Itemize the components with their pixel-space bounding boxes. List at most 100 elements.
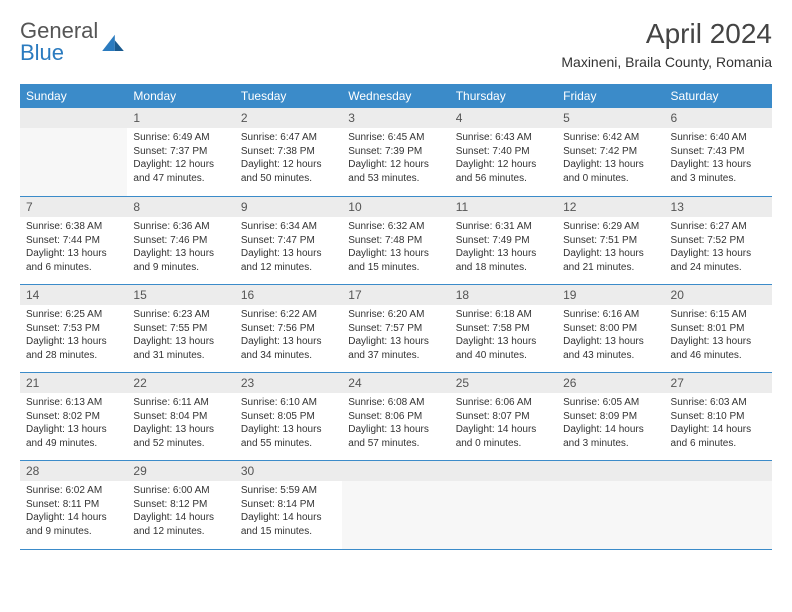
weekday-header: Wednesday [342, 84, 449, 108]
location: Maxineni, Braila County, Romania [561, 54, 772, 70]
day-number: 9 [235, 197, 342, 217]
day-number: 26 [557, 373, 664, 393]
day-data: Sunrise: 6:20 AMSunset: 7:57 PMDaylight:… [342, 305, 449, 368]
logo-triangle-icon [102, 33, 124, 51]
calendar-day-cell: 14Sunrise: 6:25 AMSunset: 7:53 PMDayligh… [20, 285, 127, 373]
calendar-day-cell [665, 461, 772, 550]
day-data: Sunrise: 6:08 AMSunset: 8:06 PMDaylight:… [342, 393, 449, 456]
calendar-day-cell: 9Sunrise: 6:34 AMSunset: 7:47 PMDaylight… [235, 197, 342, 285]
day-number: 15 [127, 285, 234, 305]
day-number: 22 [127, 373, 234, 393]
day-number-empty [557, 461, 664, 481]
calendar-day-cell: 19Sunrise: 6:16 AMSunset: 8:00 PMDayligh… [557, 285, 664, 373]
day-data: Sunrise: 6:31 AMSunset: 7:49 PMDaylight:… [450, 217, 557, 280]
weekday-header: Thursday [450, 84, 557, 108]
day-data-empty [450, 481, 557, 549]
calendar-day-cell: 30Sunrise: 5:59 AMSunset: 8:14 PMDayligh… [235, 461, 342, 550]
day-data: Sunrise: 6:42 AMSunset: 7:42 PMDaylight:… [557, 128, 664, 191]
calendar-day-cell: 15Sunrise: 6:23 AMSunset: 7:55 PMDayligh… [127, 285, 234, 373]
calendar-day-cell: 2Sunrise: 6:47 AMSunset: 7:38 PMDaylight… [235, 108, 342, 197]
day-data-empty [342, 481, 449, 549]
day-data: Sunrise: 6:05 AMSunset: 8:09 PMDaylight:… [557, 393, 664, 456]
calendar-day-cell: 4Sunrise: 6:43 AMSunset: 7:40 PMDaylight… [450, 108, 557, 197]
weekday-header: Friday [557, 84, 664, 108]
day-data: Sunrise: 6:18 AMSunset: 7:58 PMDaylight:… [450, 305, 557, 368]
day-number: 12 [557, 197, 664, 217]
day-data: Sunrise: 6:34 AMSunset: 7:47 PMDaylight:… [235, 217, 342, 280]
calendar-day-cell: 25Sunrise: 6:06 AMSunset: 8:07 PMDayligh… [450, 373, 557, 461]
day-number: 19 [557, 285, 664, 305]
calendar-week-row: 7Sunrise: 6:38 AMSunset: 7:44 PMDaylight… [20, 197, 772, 285]
day-number: 4 [450, 108, 557, 128]
day-number-empty [665, 461, 772, 481]
calendar-day-cell: 3Sunrise: 6:45 AMSunset: 7:39 PMDaylight… [342, 108, 449, 197]
day-data-empty [665, 481, 772, 549]
day-data-empty [557, 481, 664, 549]
month-title: April 2024 [561, 18, 772, 50]
weekday-header-row: SundayMondayTuesdayWednesdayThursdayFrid… [20, 84, 772, 108]
calendar-day-cell: 28Sunrise: 6:02 AMSunset: 8:11 PMDayligh… [20, 461, 127, 550]
day-number: 14 [20, 285, 127, 305]
day-data: Sunrise: 6:29 AMSunset: 7:51 PMDaylight:… [557, 217, 664, 280]
calendar-week-row: 1Sunrise: 6:49 AMSunset: 7:37 PMDaylight… [20, 108, 772, 197]
calendar-day-cell: 16Sunrise: 6:22 AMSunset: 7:56 PMDayligh… [235, 285, 342, 373]
day-data: Sunrise: 6:11 AMSunset: 8:04 PMDaylight:… [127, 393, 234, 456]
day-data: Sunrise: 6:00 AMSunset: 8:12 PMDaylight:… [127, 481, 234, 544]
title-block: April 2024 Maxineni, Braila County, Roma… [561, 18, 772, 70]
day-number: 2 [235, 108, 342, 128]
day-number: 24 [342, 373, 449, 393]
day-number: 20 [665, 285, 772, 305]
day-number: 13 [665, 197, 772, 217]
calendar-day-cell: 24Sunrise: 6:08 AMSunset: 8:06 PMDayligh… [342, 373, 449, 461]
calendar-day-cell: 12Sunrise: 6:29 AMSunset: 7:51 PMDayligh… [557, 197, 664, 285]
day-number: 6 [665, 108, 772, 128]
day-data: Sunrise: 6:10 AMSunset: 8:05 PMDaylight:… [235, 393, 342, 456]
calendar-day-cell: 29Sunrise: 6:00 AMSunset: 8:12 PMDayligh… [127, 461, 234, 550]
day-number-empty [20, 108, 127, 128]
weekday-header: Tuesday [235, 84, 342, 108]
calendar-day-cell: 27Sunrise: 6:03 AMSunset: 8:10 PMDayligh… [665, 373, 772, 461]
calendar-day-cell [557, 461, 664, 550]
day-number: 29 [127, 461, 234, 481]
calendar-body: 1Sunrise: 6:49 AMSunset: 7:37 PMDaylight… [20, 108, 772, 550]
calendar-week-row: 21Sunrise: 6:13 AMSunset: 8:02 PMDayligh… [20, 373, 772, 461]
day-data: Sunrise: 6:36 AMSunset: 7:46 PMDaylight:… [127, 217, 234, 280]
calendar-day-cell: 18Sunrise: 6:18 AMSunset: 7:58 PMDayligh… [450, 285, 557, 373]
day-data: Sunrise: 5:59 AMSunset: 8:14 PMDaylight:… [235, 481, 342, 544]
day-data: Sunrise: 6:43 AMSunset: 7:40 PMDaylight:… [450, 128, 557, 191]
day-data: Sunrise: 6:45 AMSunset: 7:39 PMDaylight:… [342, 128, 449, 191]
day-data: Sunrise: 6:47 AMSunset: 7:38 PMDaylight:… [235, 128, 342, 191]
day-number: 27 [665, 373, 772, 393]
day-data: Sunrise: 6:25 AMSunset: 7:53 PMDaylight:… [20, 305, 127, 368]
day-number: 11 [450, 197, 557, 217]
header: General Blue April 2024 Maxineni, Braila… [20, 18, 772, 70]
calendar-day-cell: 20Sunrise: 6:15 AMSunset: 8:01 PMDayligh… [665, 285, 772, 373]
calendar-day-cell: 22Sunrise: 6:11 AMSunset: 8:04 PMDayligh… [127, 373, 234, 461]
calendar-day-cell: 6Sunrise: 6:40 AMSunset: 7:43 PMDaylight… [665, 108, 772, 197]
day-number: 28 [20, 461, 127, 481]
calendar-week-row: 28Sunrise: 6:02 AMSunset: 8:11 PMDayligh… [20, 461, 772, 550]
day-number: 17 [342, 285, 449, 305]
calendar-day-cell: 8Sunrise: 6:36 AMSunset: 7:46 PMDaylight… [127, 197, 234, 285]
weekday-header: Sunday [20, 84, 127, 108]
day-number-empty [450, 461, 557, 481]
day-data: Sunrise: 6:49 AMSunset: 7:37 PMDaylight:… [127, 128, 234, 191]
day-number: 18 [450, 285, 557, 305]
day-data: Sunrise: 6:16 AMSunset: 8:00 PMDaylight:… [557, 305, 664, 368]
day-data: Sunrise: 6:38 AMSunset: 7:44 PMDaylight:… [20, 217, 127, 280]
calendar-day-cell: 17Sunrise: 6:20 AMSunset: 7:57 PMDayligh… [342, 285, 449, 373]
day-number: 1 [127, 108, 234, 128]
day-data: Sunrise: 6:27 AMSunset: 7:52 PMDaylight:… [665, 217, 772, 280]
calendar-day-cell: 13Sunrise: 6:27 AMSunset: 7:52 PMDayligh… [665, 197, 772, 285]
calendar-table: SundayMondayTuesdayWednesdayThursdayFrid… [20, 84, 772, 550]
day-data: Sunrise: 6:32 AMSunset: 7:48 PMDaylight:… [342, 217, 449, 280]
calendar-day-cell: 23Sunrise: 6:10 AMSunset: 8:05 PMDayligh… [235, 373, 342, 461]
day-number: 8 [127, 197, 234, 217]
calendar-day-cell: 1Sunrise: 6:49 AMSunset: 7:37 PMDaylight… [127, 108, 234, 197]
calendar-day-cell: 11Sunrise: 6:31 AMSunset: 7:49 PMDayligh… [450, 197, 557, 285]
calendar-day-cell: 10Sunrise: 6:32 AMSunset: 7:48 PMDayligh… [342, 197, 449, 285]
day-data: Sunrise: 6:22 AMSunset: 7:56 PMDaylight:… [235, 305, 342, 368]
day-data: Sunrise: 6:06 AMSunset: 8:07 PMDaylight:… [450, 393, 557, 456]
day-data-empty [20, 128, 127, 196]
day-data: Sunrise: 6:13 AMSunset: 8:02 PMDaylight:… [20, 393, 127, 456]
